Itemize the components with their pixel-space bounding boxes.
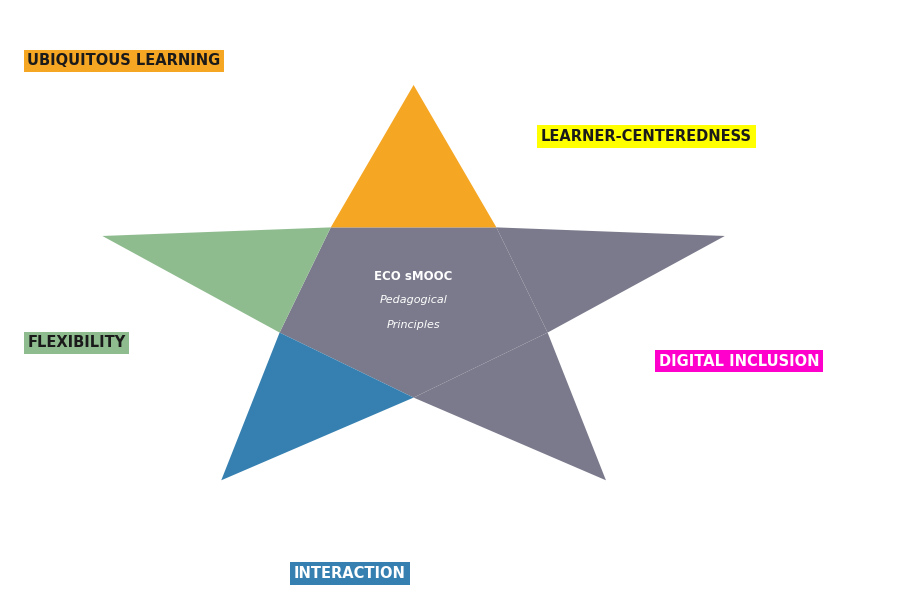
Polygon shape <box>103 228 331 333</box>
Text: Principles: Principles <box>387 320 440 330</box>
Polygon shape <box>221 333 414 480</box>
Polygon shape <box>414 333 606 480</box>
Text: Pedagogical: Pedagogical <box>380 296 447 305</box>
Polygon shape <box>280 228 547 398</box>
Text: INTERACTION: INTERACTION <box>294 566 406 581</box>
Polygon shape <box>496 228 724 333</box>
Text: DIGITAL INCLUSION: DIGITAL INCLUSION <box>659 354 820 368</box>
Text: UBIQUITOUS LEARNING: UBIQUITOUS LEARNING <box>27 53 221 68</box>
Polygon shape <box>331 85 496 228</box>
Text: FLEXIBILITY: FLEXIBILITY <box>27 336 125 350</box>
Text: ECO sMOOC: ECO sMOOC <box>375 270 453 283</box>
Text: LEARNER-CENTEREDNESS: LEARNER-CENTEREDNESS <box>541 129 752 144</box>
